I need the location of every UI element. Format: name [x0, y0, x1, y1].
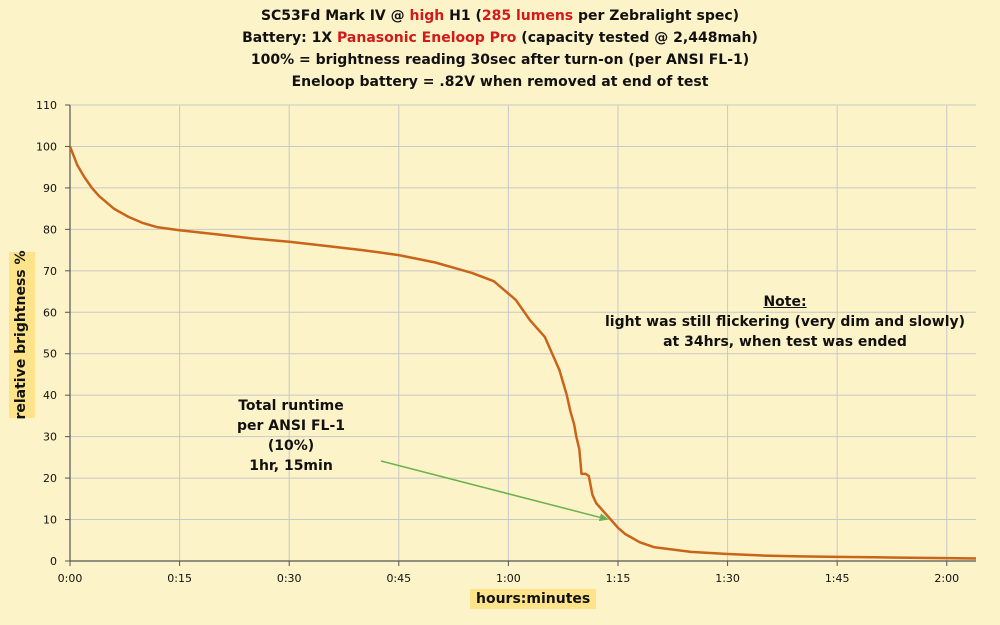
y-tick-label: 40: [43, 389, 57, 402]
x-tick-label: 0:30: [277, 572, 302, 585]
y-tick-label: 60: [43, 306, 57, 319]
chart-title-line-1: SC53Fd Mark IV @ high H1 (285 lumens per…: [260, 8, 740, 24]
runtime-annotation-line-1: Total runtime: [238, 398, 344, 414]
y-tick-label: 70: [43, 265, 57, 278]
arrow-shaft: [380, 460, 601, 519]
runtime-annotation-line-3: 1hr, 15min: [249, 458, 333, 474]
y-tick-label: 20: [43, 472, 57, 485]
x-tick-label: 1:30: [715, 572, 740, 585]
x-tick-label: 0:15: [167, 572, 192, 585]
y-axis-label: relative brightness %: [13, 250, 29, 420]
y-tick-labels: 0 10 20 30 40 50 60 70 80 90 100 110: [36, 99, 57, 568]
x-axis-label: hours:minutes: [470, 589, 597, 609]
x-tick-label: 2:00: [934, 572, 959, 585]
y-tick-label: 50: [43, 348, 57, 361]
y-tick-label: 110: [36, 99, 57, 112]
note-title: Note:: [763, 294, 807, 310]
x-tick-label: 0:00: [58, 572, 83, 585]
brightness-series-line: [68, 146, 977, 560]
y-tick-label: 100: [36, 140, 57, 153]
x-tick-labels: 0:00 0:15 0:30 0:45 1:00 1:15 1:30 1:45 2:00: [58, 572, 959, 585]
y-tick-label: 90: [43, 182, 57, 195]
y-tick-label: 10: [43, 514, 57, 527]
note-annotation: Note: light was still flickering (very d…: [600, 292, 970, 352]
y-tick-label: 30: [43, 431, 57, 444]
chart-title-line-3: 100% = brightness reading 30sec after tu…: [250, 52, 750, 68]
axes: [65, 104, 976, 566]
runtime-arrow: [380, 460, 609, 522]
x-tick-label: 1:15: [606, 572, 631, 585]
runtime-annotation-line-2: per ANSI FL-1 (10%): [236, 418, 346, 454]
y-tick-label: 80: [43, 223, 57, 236]
y-axis-label-background: [9, 252, 35, 418]
x-tick-label: 1:00: [496, 572, 521, 585]
arrow-head: [598, 513, 609, 522]
note-line-2: at 34hrs, when test was ended: [663, 334, 907, 350]
note-line-1: light was still flickering (very dim and…: [604, 314, 966, 330]
y-tick-label: 0: [50, 555, 57, 568]
runtime-annotation: Total runtime per ANSI FL-1 (10%) 1hr, 1…: [216, 396, 366, 476]
x-tick-label: 1:45: [825, 572, 850, 585]
chart-title-line-4: Eneloop battery = .82V when removed at e…: [291, 74, 709, 90]
chart-title-line-2: Battery: 1X Panasonic Eneloop Pro (capac…: [242, 30, 758, 46]
x-tick-label: 0:45: [386, 572, 411, 585]
